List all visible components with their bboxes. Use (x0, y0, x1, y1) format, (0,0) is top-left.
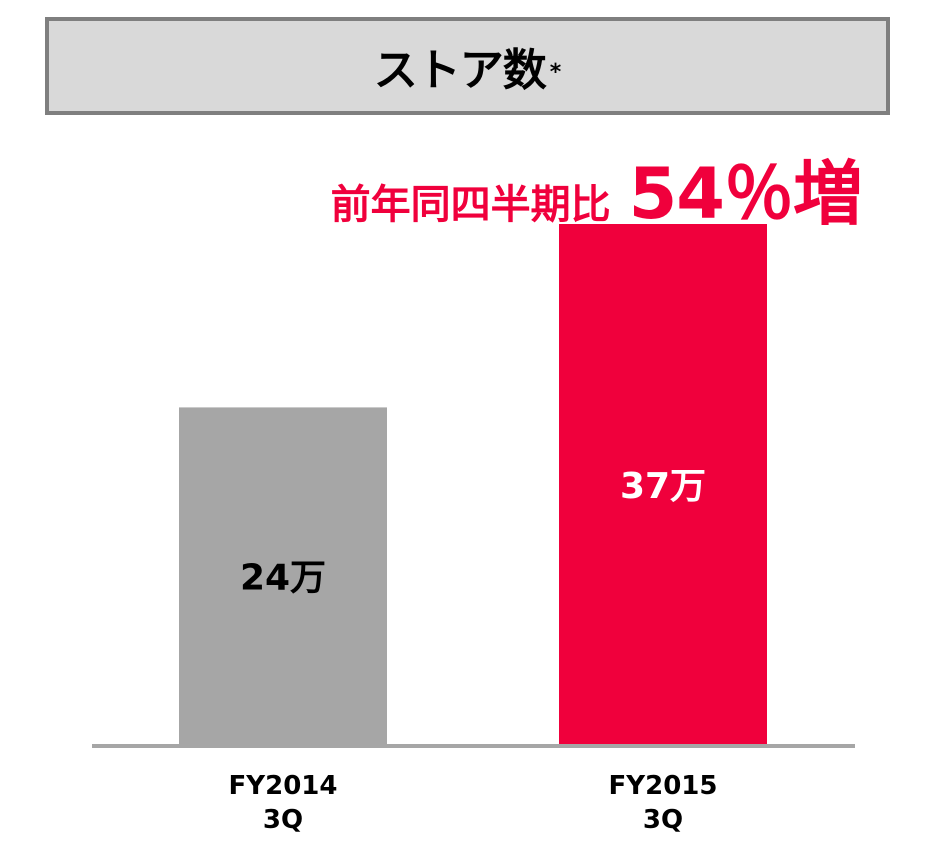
title-footnote-mark: * (549, 59, 562, 85)
title-box: ストア数 * (45, 17, 890, 115)
x-tick-label-1-1: 3Q (643, 805, 683, 835)
bar-1 (559, 224, 767, 746)
bar-0 (179, 407, 387, 746)
bar-value-label-1: 37万 (620, 466, 706, 507)
growth-value: 54％増 (628, 153, 863, 235)
x-tick-label-1-0: FY2015 (609, 771, 718, 801)
x-tick-label-0-1: 3Q (263, 805, 303, 835)
chart-title: ストア数 (373, 45, 547, 96)
growth-label: 前年同四半期比 (330, 182, 611, 228)
x-tick-label-0-0: FY2014 (229, 771, 338, 801)
growth-annotation: 前年同四半期比 54％増 (0, 138, 863, 239)
bar-value-label-0: 24万 (240, 558, 326, 599)
